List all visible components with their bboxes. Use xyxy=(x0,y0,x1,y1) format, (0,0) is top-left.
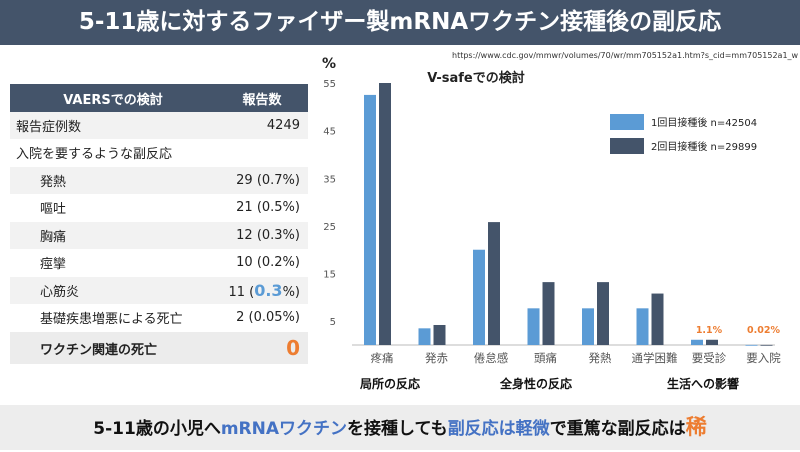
bar-dose2 xyxy=(379,83,391,345)
x-tick-label: 頭痛 xyxy=(534,351,557,365)
row-label: 発熱 xyxy=(10,166,216,195)
death-value: 2 (0.05%) xyxy=(216,304,308,332)
hosp-label: 入院を要するような副反応 xyxy=(10,139,216,167)
table-row: 基礎疾患増悪による死亡 2 (0.05%) xyxy=(10,304,308,332)
row-value: 21 (0.5%) xyxy=(216,194,308,222)
legend-label: 2回目接種後 n=29899 xyxy=(651,140,757,153)
table-row: ワクチン関連の死亡 0 xyxy=(10,331,308,365)
bar-dose2 xyxy=(488,222,500,345)
row-label: 嘔吐 xyxy=(10,194,216,222)
group-label: 生活への影響 xyxy=(667,376,739,391)
chart-title: V-safeでの検討 xyxy=(427,70,525,86)
page-title: 5-11歳に対するファイザー製mRNAワクチン接種後の副反応 xyxy=(0,0,800,45)
vax-death-label: ワクチン関連の死亡 xyxy=(10,331,216,365)
bar-dose1 xyxy=(636,308,649,345)
legend-swatch xyxy=(610,114,644,130)
y-tick-label: 25 xyxy=(323,222,336,233)
bar-dose2 xyxy=(542,282,555,345)
bar-dose2 xyxy=(597,282,609,345)
table-row: 発熱 29 (0.7%) xyxy=(10,166,308,195)
table-header: VAERSでの検討 報告数 xyxy=(10,84,308,112)
data-label: 1.1% xyxy=(696,325,723,336)
row-value: 29 (0.7%) xyxy=(216,166,308,195)
x-tick-label: 疼痛 xyxy=(371,351,394,365)
legend-swatch xyxy=(610,138,644,154)
bar-dose2 xyxy=(706,339,718,345)
x-tick-label: 要受診 xyxy=(692,351,727,365)
x-tick-label: 要入院 xyxy=(746,351,781,365)
header-right: 報告数 xyxy=(216,84,308,112)
summary-banner: 5-11歳の小児へmRNAワクチンを接種しても副反応は軽微で重篤な副反応は稀 xyxy=(0,405,800,450)
source-url[interactable]: https://www.cdc.gov/mmwr/volumes/70/wr/m… xyxy=(452,51,799,60)
x-tick-label: 発赤 xyxy=(425,351,448,365)
table-row: 入院を要するような副反応 xyxy=(10,139,308,167)
death-label: 基礎疾患増悪による死亡 xyxy=(10,304,216,332)
x-tick-label: 発熱 xyxy=(589,351,612,365)
table-row: 心筋炎 11 (0.3%) xyxy=(10,276,308,305)
bar-dose2 xyxy=(651,293,664,345)
row-label: 胸痛 xyxy=(10,221,216,250)
total-value: 4249 xyxy=(216,112,308,140)
y-axis-label: % xyxy=(322,56,336,72)
table-row: 胸痛 12 (0.3%) xyxy=(10,221,308,250)
total-label: 報告症例数 xyxy=(10,112,216,140)
vaers-table: VAERSでの検討 報告数 報告症例数 4249 入院を要するような副反応 発熱… xyxy=(10,84,308,365)
bar-dose1 xyxy=(691,339,703,345)
group-label: 局所の反応 xyxy=(360,376,420,391)
y-tick-label: 15 xyxy=(323,270,336,281)
y-tick-label: 55 xyxy=(323,79,336,90)
bar-dose2 xyxy=(760,344,773,346)
table-row: 痙攣 10 (0.2%) xyxy=(10,249,308,277)
row-label: 痙攣 xyxy=(10,249,216,277)
myo-highlight: 0.3 xyxy=(254,280,283,300)
bar-dose1 xyxy=(527,308,540,345)
bar-dose2 xyxy=(433,324,446,345)
bar-dose1 xyxy=(582,308,594,345)
bar-dose1 xyxy=(473,249,485,345)
legend-label: 1回目接種後 n=42504 xyxy=(651,116,757,129)
group-label: 全身性の反応 xyxy=(499,376,572,391)
header-left: VAERSでの検討 xyxy=(10,84,216,112)
row-value: 10 (0.2%) xyxy=(216,249,308,277)
table-row: 報告症例数 4249 xyxy=(10,112,308,140)
x-tick-label: 倦怠感 xyxy=(474,351,509,365)
x-tick-label: 通学困難 xyxy=(632,351,678,365)
data-label: 0.02% xyxy=(747,325,780,336)
bar-dose1 xyxy=(364,94,376,345)
bar-dose1 xyxy=(745,344,758,346)
y-tick-label: 35 xyxy=(323,174,336,185)
table-row: 嘔吐 21 (0.5%) xyxy=(10,194,308,222)
y-tick-label: 5 xyxy=(330,317,336,328)
bar-dose1 xyxy=(418,328,431,345)
myo-label: 心筋炎 xyxy=(10,276,216,305)
y-tick-label: 45 xyxy=(323,127,336,138)
myo-value: 11 (0.3%) xyxy=(216,276,308,305)
row-value: 12 (0.3%) xyxy=(216,221,308,250)
vax-death-value: 0 xyxy=(216,331,308,365)
